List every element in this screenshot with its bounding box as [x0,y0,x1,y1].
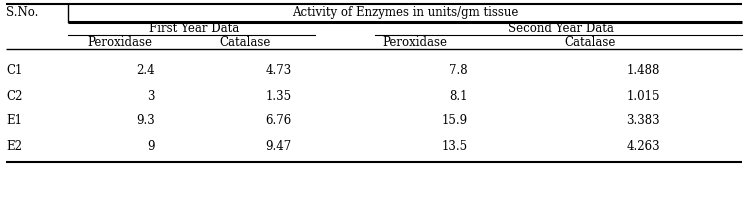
Text: 9.3: 9.3 [136,114,155,128]
Text: 4.263: 4.263 [626,140,660,153]
Text: 9: 9 [147,140,155,153]
Text: C1: C1 [6,65,22,78]
Text: 1.35: 1.35 [266,90,292,102]
Text: C2: C2 [6,90,22,102]
Text: 3.383: 3.383 [626,114,660,128]
Text: 8.1: 8.1 [450,90,468,102]
Text: 6.76: 6.76 [266,114,292,128]
Text: 4.73: 4.73 [266,65,292,78]
Text: E2: E2 [6,140,22,153]
Text: 3: 3 [147,90,155,102]
Text: 15.9: 15.9 [442,114,468,128]
Text: E1: E1 [6,114,22,128]
Text: Second Year Data: Second Year Data [508,22,614,36]
Text: 1.015: 1.015 [627,90,660,102]
Text: Catalase: Catalase [219,36,271,48]
Text: 13.5: 13.5 [442,140,468,153]
Text: 1.488: 1.488 [627,65,660,78]
Text: Peroxidase: Peroxidase [382,36,447,48]
Text: 2.4: 2.4 [136,65,155,78]
Text: Catalase: Catalase [564,36,616,48]
Text: S.No.: S.No. [6,7,38,19]
Text: 9.47: 9.47 [266,140,292,153]
Text: First Year Data: First Year Data [149,22,239,36]
Text: 7.8: 7.8 [450,65,468,78]
Text: Peroxidase: Peroxidase [88,36,153,48]
Text: Activity of Enzymes in units/gm tissue: Activity of Enzymes in units/gm tissue [292,7,518,19]
